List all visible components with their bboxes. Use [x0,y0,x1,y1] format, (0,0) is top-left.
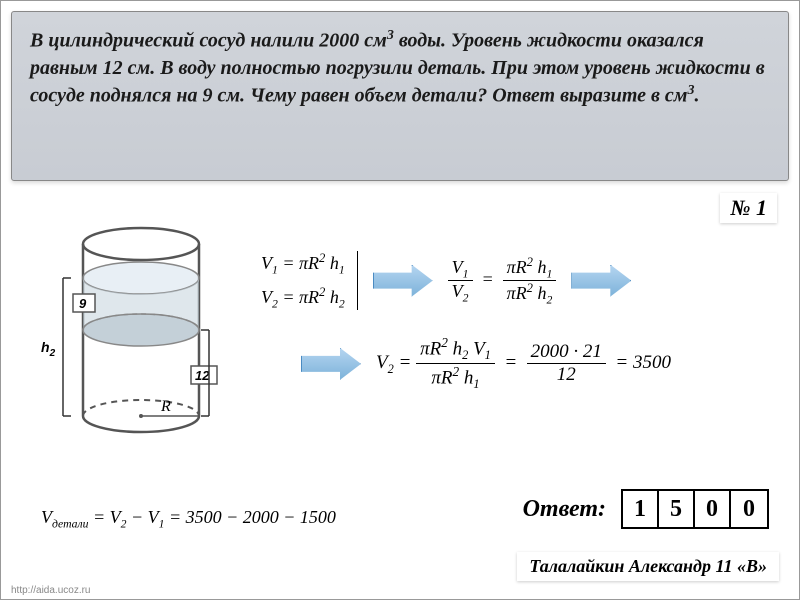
formula-vdetali: Vдетали = V2 − V1 = 3500 − 2000 − 1500 [41,507,336,531]
height-12-label: 12 [195,368,210,383]
slide-frame: В цилиндрический сосуд налили 2000 см3 в… [0,0,800,600]
h2-label: h2 [41,339,56,359]
answer-cell: 1 [623,491,659,527]
radius-label: R [160,398,171,415]
cylinder-svg: R 9 12 h2 [41,216,221,456]
problem-number-badge: № 1 [720,193,777,223]
arrow-icon [373,265,433,297]
formula-v2-solve: V2 = πR2 h2 V1πR2 h1 = 2000 · 2112 = 350… [376,335,671,392]
formula-v1: V1 = πR2 h1 [261,251,345,277]
arrow-icon [301,348,361,380]
cylinder-diagram: R 9 12 h2 [41,216,221,456]
problem-statement-box: В цилиндрический сосуд налили 2000 см3 в… [11,11,789,181]
formula-ratio: V1V2 = πR2 h1πR2 h2 [448,255,557,307]
formula-v2: V2 = πR2 h2 [261,285,345,311]
answer-label: Ответ: [523,496,606,523]
answer-row: Ответ: 1500 [523,489,769,529]
formula-row-1: V1 = πR2 h1 V2 = πR2 h2 V1V2 = πR2 h1πR2… [261,251,779,310]
source-url: http://aida.ucoz.ru [11,585,91,596]
answer-cell: 5 [659,491,695,527]
answer-cells: 1500 [621,489,769,529]
author-badge: Талалайкин Александр 11 «В» [517,552,779,581]
formulas-area: V1 = πR2 h1 V2 = πR2 h2 V1V2 = πR2 h1πR2… [261,251,779,410]
v1-v2-block: V1 = πR2 h1 V2 = πR2 h2 [261,251,358,310]
formula-row-2: V2 = πR2 h2 V1πR2 h1 = 2000 · 2112 = 350… [301,335,779,392]
answer-cell: 0 [731,491,767,527]
arrow-icon [571,265,631,297]
height-9-label: 9 [79,296,87,311]
answer-cell: 0 [695,491,731,527]
problem-text: В цилиндрический сосуд налили 2000 см3 в… [30,27,770,109]
